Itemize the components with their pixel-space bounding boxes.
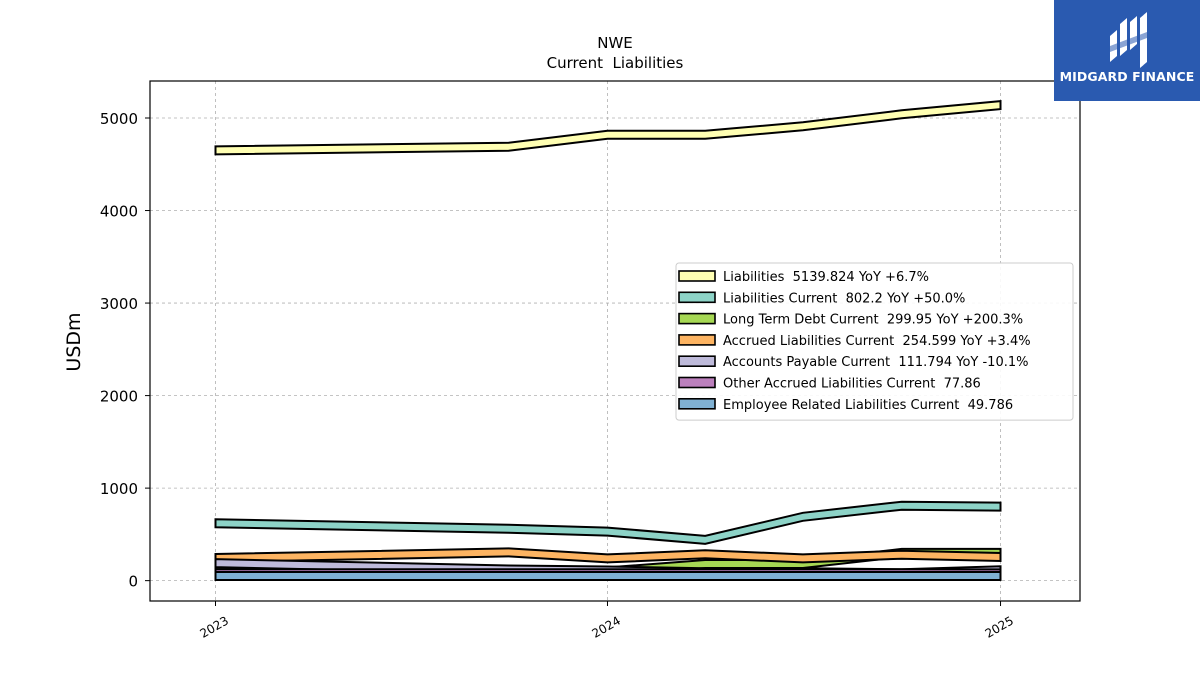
legend-label: Long Term Debt Current 299.95 YoY +200.3… — [723, 313, 1023, 328]
plot-frame — [149, 80, 1081, 602]
brand-logo: MIDGARD FINANCE — [1054, 0, 1200, 101]
x-axis: 2023 2024 2025 — [198, 601, 1016, 641]
legend-swatch — [678, 291, 716, 304]
x-tick-label: 2023 — [198, 613, 231, 640]
legend: Liabilities 5139.824 YoY +6.7% Liabilitie… — [675, 262, 1074, 421]
y-tick-label: 3000 — [100, 295, 138, 313]
y-tick-label: 0 — [128, 573, 138, 591]
y-tick-label: 1000 — [100, 480, 138, 498]
series-band-employee-related-liabilities-current — [214, 571, 1002, 581]
x-tick-label: 2025 — [983, 613, 1016, 640]
series-band-liabilities — [214, 100, 1002, 156]
legend-label: Accrued Liabilities Current 254.599 YoY … — [723, 334, 1031, 349]
brand-name: MIDGARD FINANCE — [1059, 69, 1195, 84]
series-band-accrued-liabilities-current — [214, 547, 1002, 564]
y-tick-label: 5000 — [100, 110, 138, 128]
legend-label: Liabilities Current 802.2 YoY +50.0% — [723, 291, 965, 306]
legend-label: Liabilities 5139.824 YoY +6.7% — [723, 270, 929, 285]
midgard-finance-logo-icon — [1110, 12, 1147, 68]
legend-swatch — [678, 376, 716, 389]
x-tick-label: 2024 — [590, 613, 623, 640]
y-tick-label: 2000 — [100, 388, 138, 406]
chart-title: NWE — [597, 34, 633, 52]
legend-label: Accounts Payable Current 111.794 YoY -10… — [723, 355, 1028, 370]
legend-box — [675, 262, 1074, 421]
series-layer — [214, 100, 1002, 581]
legend-swatch — [678, 334, 716, 346]
series-band-liabilities-current — [214, 500, 1002, 545]
legend-label: Other Accrued Liabilities Current 77.86 — [723, 377, 981, 392]
legend-label: Employee Related Liabilities Current 49.… — [723, 398, 1013, 413]
y-tick-label: 4000 — [100, 203, 138, 221]
legend-swatch — [678, 270, 716, 282]
y-axis: 0 1000 2000 3000 4000 5000 — [100, 110, 150, 591]
chart-subtitle: Current Liabilities — [547, 54, 684, 72]
legend-swatch — [678, 397, 716, 410]
legend-swatch — [678, 355, 716, 368]
y-axis-label: USDm — [63, 312, 85, 371]
legend-swatch — [678, 312, 716, 325]
